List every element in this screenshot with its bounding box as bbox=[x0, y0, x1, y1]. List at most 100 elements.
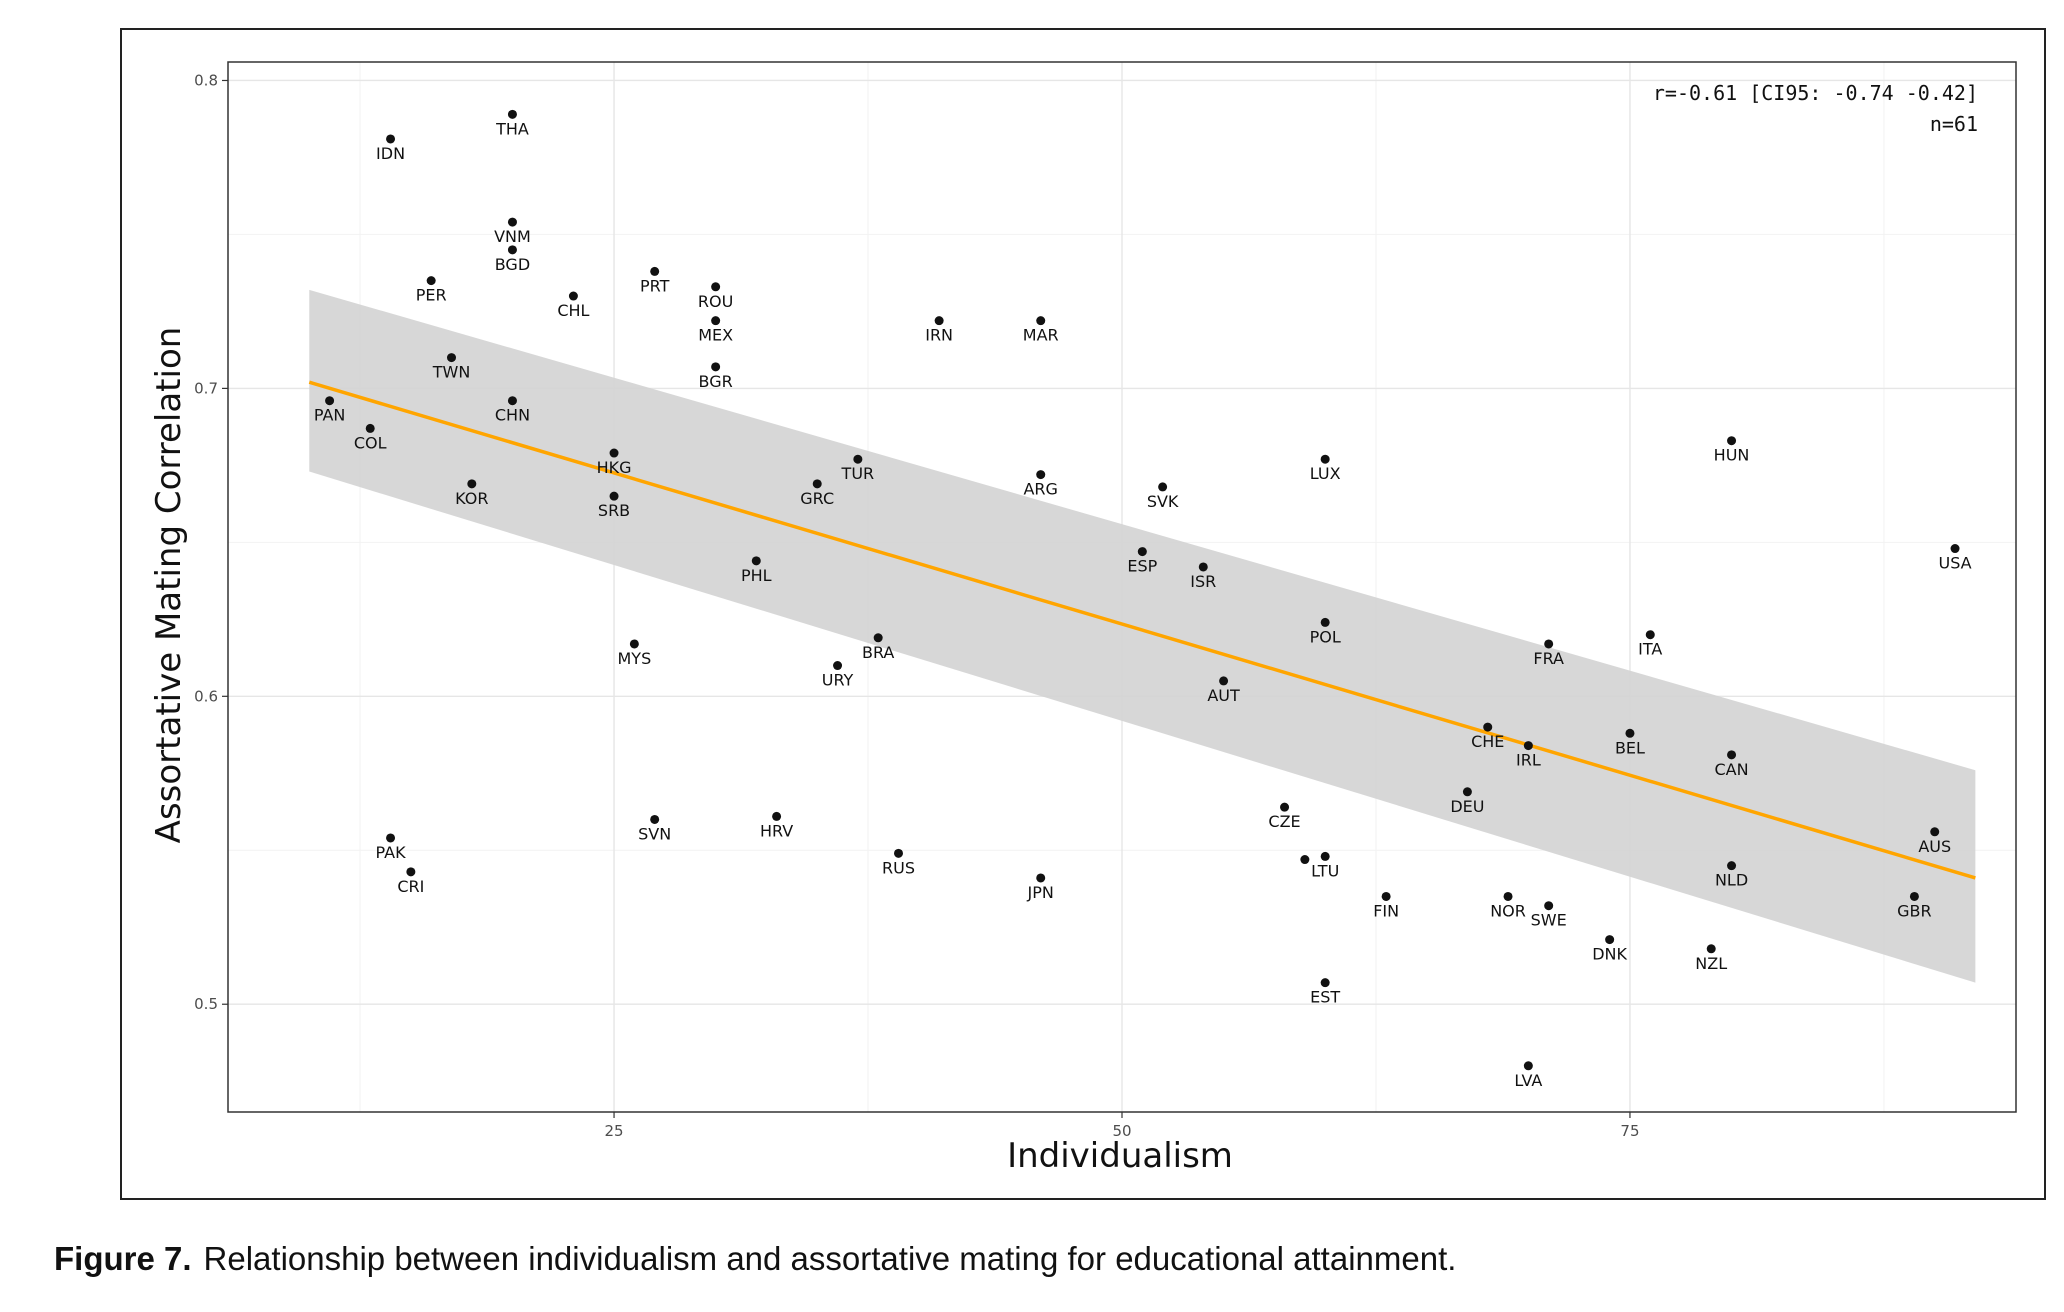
point-label: ITA bbox=[1638, 640, 1662, 659]
data-point bbox=[507, 109, 517, 119]
data-point bbox=[609, 491, 619, 501]
point-label: BGR bbox=[699, 372, 733, 391]
data-point bbox=[711, 282, 721, 292]
point-label: USA bbox=[1938, 554, 1971, 573]
point-label: FRA bbox=[1533, 649, 1564, 668]
point-label: HRV bbox=[760, 821, 793, 840]
point-label: CHE bbox=[1471, 732, 1504, 751]
point-label: SVN bbox=[638, 824, 671, 843]
data-point bbox=[1544, 901, 1554, 911]
point-label: BRA bbox=[862, 643, 894, 662]
grid-layer bbox=[228, 62, 2016, 1112]
point-label: HKG bbox=[597, 458, 632, 477]
point-label: IRN bbox=[925, 326, 953, 345]
data-point bbox=[568, 291, 578, 301]
point-label: IRL bbox=[1516, 751, 1541, 770]
data-point bbox=[325, 396, 335, 406]
x-tick-label: 50 bbox=[1112, 1122, 1131, 1140]
data-point bbox=[650, 266, 660, 276]
data-point bbox=[386, 134, 396, 144]
data-point bbox=[853, 454, 863, 464]
data-point bbox=[1320, 454, 1330, 464]
point-label: SRB bbox=[598, 501, 630, 520]
data-point bbox=[711, 316, 721, 326]
point-label: EST bbox=[1310, 988, 1340, 1007]
point-label: PAN bbox=[314, 406, 346, 425]
point-label: ARG bbox=[1023, 480, 1057, 499]
data-point bbox=[934, 316, 944, 326]
data-point bbox=[1645, 630, 1655, 640]
data-point bbox=[812, 479, 822, 489]
points-layer bbox=[325, 109, 1960, 1071]
data-point bbox=[386, 833, 396, 843]
point-label: NZL bbox=[1695, 954, 1727, 973]
point-label: ISR bbox=[1190, 572, 1216, 591]
point-label: JPN bbox=[1027, 883, 1054, 902]
point-label: AUS bbox=[1918, 837, 1951, 856]
x-axis-title: Individualism bbox=[1007, 1136, 1233, 1176]
data-point bbox=[1909, 891, 1919, 901]
point-label: SVK bbox=[1147, 492, 1179, 511]
data-point bbox=[1523, 1061, 1533, 1071]
data-point bbox=[1219, 676, 1229, 686]
point-label: VNM bbox=[494, 227, 531, 246]
data-point bbox=[609, 448, 619, 458]
x-tick-label: 75 bbox=[1620, 1122, 1639, 1140]
data-point bbox=[426, 276, 436, 286]
data-point bbox=[751, 556, 761, 566]
data-point bbox=[1320, 617, 1330, 627]
data-point bbox=[1280, 802, 1290, 812]
data-point bbox=[1930, 827, 1940, 837]
data-point bbox=[1036, 470, 1046, 480]
data-point bbox=[1158, 482, 1168, 492]
point-label: CZE bbox=[1268, 812, 1300, 831]
x-tick-label: 25 bbox=[604, 1122, 623, 1140]
data-point bbox=[1036, 316, 1046, 326]
point-label: GRC bbox=[800, 489, 834, 508]
data-point bbox=[1320, 978, 1330, 988]
figure-frame bbox=[120, 28, 2046, 1200]
data-point bbox=[772, 811, 782, 821]
data-point bbox=[1381, 891, 1391, 901]
y-tick-label: 0.7 bbox=[194, 379, 218, 397]
data-point bbox=[1523, 741, 1533, 751]
caption-text: Relationship between individualism and a… bbox=[203, 1240, 1457, 1277]
regression-line-layer bbox=[308, 380, 1976, 880]
data-point bbox=[1727, 861, 1737, 871]
data-point bbox=[1706, 944, 1716, 954]
data-point bbox=[1320, 851, 1330, 861]
point-label: ESP bbox=[1127, 557, 1157, 576]
data-point bbox=[711, 362, 721, 372]
data-point bbox=[1036, 873, 1046, 883]
data-point bbox=[873, 633, 883, 643]
point-label: LVA bbox=[1514, 1071, 1542, 1090]
point-label: NOR bbox=[1490, 901, 1526, 920]
data-point bbox=[1625, 728, 1635, 738]
point-label: MYS bbox=[617, 649, 651, 668]
point-label: COL bbox=[354, 433, 387, 452]
regression-line bbox=[308, 380, 1976, 880]
caption-label: Figure 7. bbox=[54, 1240, 192, 1277]
data-point bbox=[507, 217, 517, 227]
point-label: LUX bbox=[1310, 464, 1341, 483]
point-label: DNK bbox=[1592, 945, 1627, 964]
correlation-annotation: r=-0.61 [CI95: -0.74 -0.42] bbox=[1653, 81, 1978, 105]
point-label: TUR bbox=[841, 464, 875, 483]
data-point bbox=[1483, 722, 1493, 732]
point-label: URY bbox=[822, 671, 854, 690]
point-label: AUT bbox=[1207, 686, 1240, 705]
point-label: GBR bbox=[1897, 901, 1932, 920]
data-point bbox=[1300, 855, 1310, 865]
point-label: IDN bbox=[376, 144, 405, 163]
y-tick-label: 0.5 bbox=[194, 995, 218, 1013]
point-label: POL bbox=[1310, 627, 1341, 646]
data-point bbox=[1727, 436, 1737, 446]
data-point bbox=[629, 639, 639, 649]
point-label: TWN bbox=[432, 363, 471, 382]
point-label: BGD bbox=[495, 255, 530, 274]
point-label: DEU bbox=[1450, 797, 1484, 816]
data-point bbox=[1605, 935, 1615, 945]
figure-caption: Figure 7. Relationship between individual… bbox=[54, 1240, 1456, 1278]
point-label: PER bbox=[416, 286, 447, 305]
data-point bbox=[507, 245, 517, 255]
